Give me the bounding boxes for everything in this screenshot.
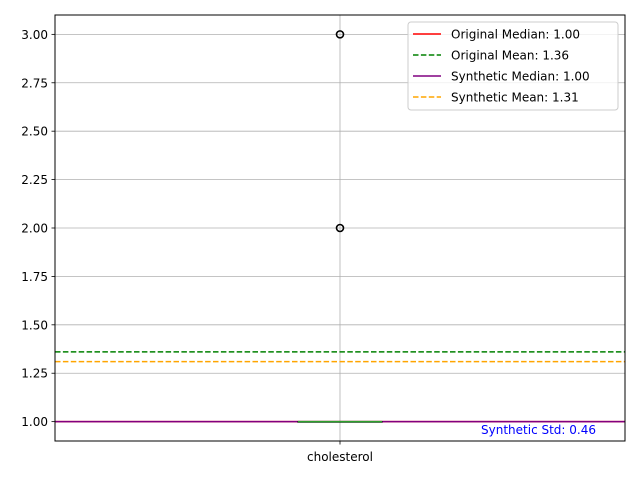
synthetic-std-annotation: Synthetic Std: 0.46 — [481, 423, 596, 437]
legend-label: Original Median: 1.00 — [451, 28, 580, 42]
legend-label: Synthetic Mean: 1.31 — [451, 91, 579, 105]
y-tick-label: 2.75 — [21, 76, 48, 90]
boxplot — [297, 420, 383, 423]
y-tick-label: 2.00 — [21, 222, 48, 236]
grid — [55, 15, 625, 441]
outliers — [335, 30, 345, 233]
outlier-point — [335, 30, 345, 39]
x-axis: cholesterol — [307, 441, 373, 464]
y-tick-label: 2.50 — [21, 125, 48, 139]
y-tick-label: 1.75 — [21, 270, 48, 284]
legend-label: Original Mean: 1.36 — [451, 49, 569, 63]
y-tick-label: 1.50 — [21, 318, 48, 332]
outlier-point — [335, 223, 345, 233]
y-tick-label: 1.00 — [21, 415, 48, 429]
x-tick-label: cholesterol — [307, 450, 373, 464]
legend-label: Synthetic Median: 1.00 — [451, 70, 590, 84]
y-tick-label: 3.00 — [21, 28, 48, 42]
legend: Original Median: 1.00 Original Mean: 1.36… — [407, 21, 619, 111]
y-axis: 1.00 1.25 1.50 1.75 2.00 2.25 2.50 2.75 3.00 — [21, 28, 55, 429]
legend-box — [407, 21, 619, 111]
y-tick-label: 2.25 — [21, 173, 48, 187]
y-tick-label: 1.25 — [21, 367, 48, 381]
